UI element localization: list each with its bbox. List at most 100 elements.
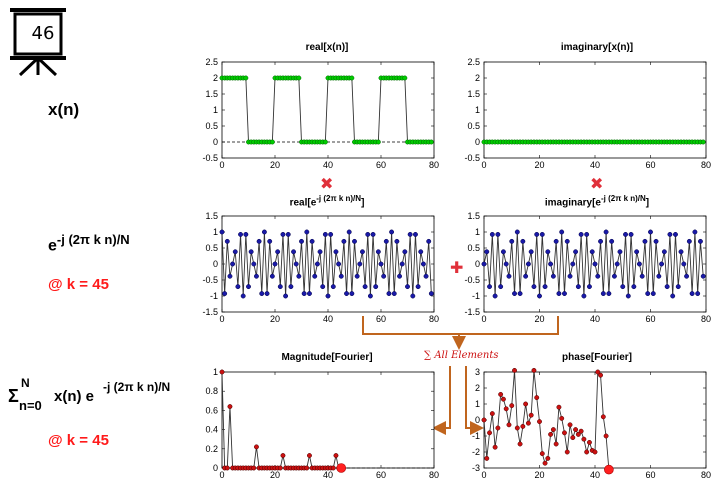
x-tick-label: 60	[645, 160, 655, 170]
data-point	[481, 261, 487, 267]
data-point	[386, 291, 392, 297]
data-point	[559, 229, 565, 235]
data-point	[428, 139, 434, 145]
data-point	[381, 273, 387, 279]
x-tick-label: 40	[323, 314, 333, 324]
data-point	[240, 293, 246, 299]
data-point	[314, 261, 320, 267]
data-point	[498, 391, 504, 397]
y-tick-label: -1	[472, 431, 480, 441]
data-point	[525, 261, 531, 267]
data-point	[370, 231, 376, 237]
data-point	[272, 261, 278, 267]
data-point	[520, 238, 526, 244]
x-tick-label: 40	[590, 314, 600, 324]
data-point	[484, 249, 490, 255]
data-point	[562, 430, 567, 436]
data-point	[614, 261, 620, 267]
data-point	[609, 238, 615, 244]
data-point	[531, 284, 537, 290]
data-point	[264, 291, 270, 297]
data-point	[301, 291, 307, 297]
data-point	[394, 238, 400, 244]
y-tick-label: 0.8	[205, 386, 218, 396]
data-point	[650, 291, 656, 297]
data-point	[564, 449, 570, 455]
arrow-to-magnitude	[432, 366, 451, 435]
data-point	[219, 369, 225, 375]
plot-phase: -3 -2 -1 0 1 2 3 0 20 40 60 80	[472, 367, 711, 480]
data-point	[346, 229, 352, 235]
data-point	[360, 249, 365, 255]
data-point	[349, 291, 355, 297]
kernel-base: e	[48, 237, 57, 255]
data-point	[603, 433, 609, 439]
y-tick-label: -2	[472, 447, 480, 457]
data-point	[254, 444, 259, 450]
title-magnitude: Magnitude[Fourier]	[281, 352, 373, 363]
data-point	[322, 139, 328, 145]
title-phase: phase[Fourier]	[561, 352, 632, 363]
data-point	[357, 261, 363, 267]
data-point	[681, 261, 687, 267]
data-point	[397, 273, 403, 279]
x-tick-label: 40	[590, 470, 600, 480]
title-imag-kernel-exp: -j (2π k n)/N	[601, 194, 646, 203]
y-tick-label: 0	[475, 415, 480, 425]
kernel-exponent: -j (2π k n)/N	[56, 232, 130, 247]
data-point	[312, 273, 318, 279]
data-point	[534, 231, 540, 237]
data-point	[243, 75, 249, 81]
x-tick-label: 80	[701, 470, 711, 480]
data-point	[686, 238, 692, 244]
data-point	[514, 229, 520, 235]
y-tick-label: 1.5	[205, 89, 218, 99]
x-tick-label: 0	[219, 470, 224, 480]
data-point	[251, 465, 257, 471]
data-point	[670, 293, 676, 299]
title-real-x: real[x(n)]	[305, 42, 349, 53]
data-point	[523, 401, 529, 407]
data-point	[283, 293, 289, 299]
data-point	[506, 422, 512, 428]
data-point	[625, 293, 631, 299]
data-point	[548, 431, 554, 437]
data-point	[307, 453, 312, 458]
y-tick-label: 2	[213, 73, 218, 83]
data-point	[509, 403, 515, 409]
slide-number: 46	[31, 23, 55, 44]
data-point	[581, 293, 587, 299]
data-point	[500, 249, 506, 255]
data-point	[246, 284, 251, 290]
y-tick-label: -1	[210, 291, 218, 301]
data-point	[517, 291, 523, 297]
data-point	[423, 273, 429, 279]
data-point	[420, 261, 426, 267]
title-real-kernel-prefix: real[e	[289, 197, 317, 209]
data-point	[325, 293, 331, 299]
data-point	[232, 249, 238, 255]
y-tick-label: 1	[475, 399, 480, 409]
data-point	[592, 261, 598, 267]
y-tick-label: 0.5	[205, 121, 218, 131]
x-tick-label: 0	[219, 314, 224, 324]
plot-real-x: -0.500.511.522.50 20 40 60 80	[202, 57, 439, 170]
arrow-kernel-merge	[362, 316, 559, 335]
y-tick-label: 1	[475, 105, 480, 115]
data-point	[330, 284, 336, 290]
data-point	[673, 231, 678, 237]
data-point	[695, 291, 701, 297]
data-point	[620, 284, 626, 290]
y-tick-label: 1	[213, 227, 218, 237]
y-tick-label: 0	[213, 259, 218, 269]
data-point	[389, 229, 395, 235]
data-point	[338, 273, 344, 279]
data-point	[689, 291, 695, 297]
kernel-k-label: @ k = 45	[48, 276, 109, 293]
data-point	[659, 261, 665, 267]
data-point	[405, 284, 410, 290]
data-point	[512, 291, 517, 297]
data-point	[402, 249, 408, 255]
arrow-to-phase	[465, 366, 484, 435]
x-tick-label: 20	[270, 160, 280, 170]
